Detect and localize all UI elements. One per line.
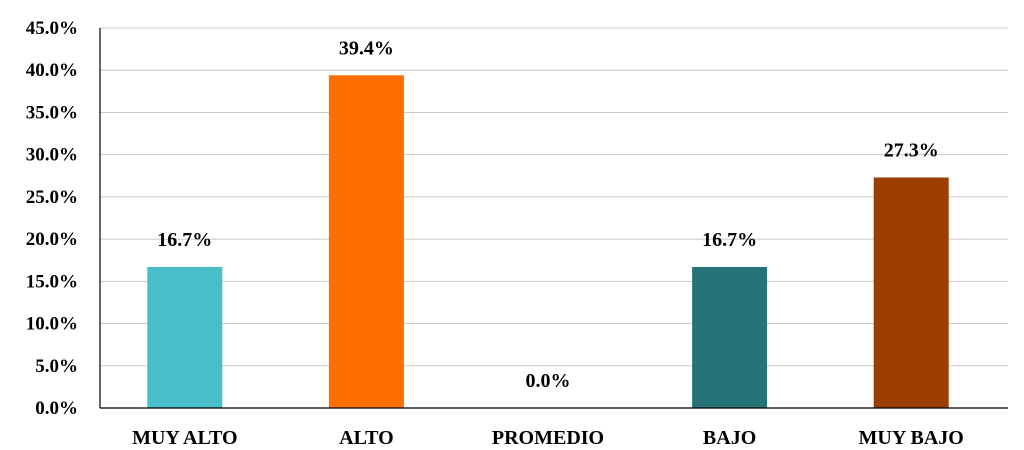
x-category-label: MUY BAJO: [859, 427, 964, 449]
y-tick-label: 10.0%: [26, 314, 78, 335]
x-category-label: PROMEDIO: [492, 427, 604, 449]
y-tick-label: 45.0%: [26, 18, 78, 39]
y-tick-label: 0.0%: [35, 398, 78, 419]
data-label: 39.4%: [339, 37, 394, 59]
data-label: 16.7%: [702, 229, 757, 251]
y-tick-label: 30.0%: [26, 145, 78, 166]
y-tick-label: 40.0%: [26, 60, 78, 81]
x-category-label: ALTO: [339, 427, 393, 449]
x-category-label: BAJO: [703, 427, 756, 449]
y-tick-label: 15.0%: [26, 271, 78, 292]
bar: [692, 266, 768, 408]
bar: [873, 177, 949, 408]
y-tick-label: 5.0%: [35, 356, 78, 377]
data-label: 16.7%: [157, 229, 212, 251]
y-tick-label: 20.0%: [26, 229, 78, 250]
y-tick-label: 35.0%: [26, 102, 78, 123]
bar: [147, 266, 223, 408]
y-axis-tick-labels: 0.0% 5.0% 10.0% 15.0% 20.0% 25.0% 30.0% 35.0% 40…: [26, 18, 78, 419]
bars: [147, 75, 949, 409]
x-category-label: MUY ALTO: [132, 427, 237, 449]
x-axis-category-labels: MUY ALTO ALTO PROMEDIO BAJO MUY BAJO: [132, 427, 964, 449]
data-labels: 16.7% 39.4% 0.0% 16.7% 27.3%: [157, 37, 938, 392]
data-label: 0.0%: [526, 370, 571, 392]
y-tick-label: 25.0%: [26, 187, 78, 208]
data-label: 27.3%: [884, 139, 939, 161]
gridlines: [100, 27, 1008, 367]
bar: [328, 75, 404, 409]
